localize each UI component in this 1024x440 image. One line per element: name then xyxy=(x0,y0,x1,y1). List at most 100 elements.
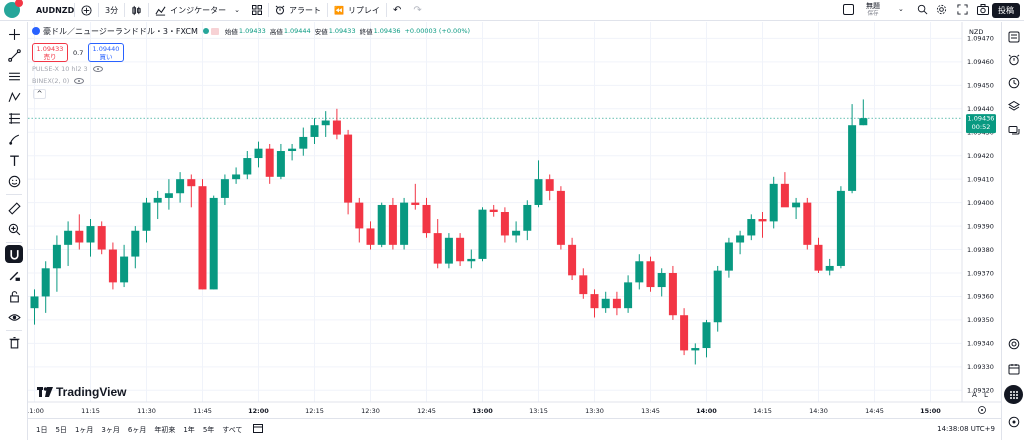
candle xyxy=(590,289,599,318)
range-1d[interactable]: 1日 xyxy=(36,425,48,434)
brush-tool[interactable] xyxy=(5,130,23,148)
interval-button[interactable]: 3分 xyxy=(105,5,119,15)
hide-drawings-tool[interactable] xyxy=(5,308,23,326)
candle-body xyxy=(646,261,655,288)
fullscreen-icon xyxy=(957,4,968,15)
currency-label[interactable]: NZD xyxy=(969,28,984,36)
calendar-icon xyxy=(1008,363,1019,374)
candles-icon xyxy=(132,5,141,15)
toolbar-divider xyxy=(6,194,22,195)
last-price-label: 1.09436 00:52 xyxy=(966,114,996,134)
candle xyxy=(176,172,185,203)
divider xyxy=(385,3,387,17)
candle-body xyxy=(747,219,756,236)
undo-button[interactable]: ↶ xyxy=(387,0,407,21)
price-scale[interactable]: 1.09320 1.09330 1.09340 1.09350 1.09360 1.093… xyxy=(967,35,994,395)
forecast-tool[interactable] xyxy=(5,109,23,127)
candle xyxy=(153,190,162,220)
range-1y[interactable]: 1年 xyxy=(183,425,195,434)
auto-scale-button[interactable]: A xyxy=(972,391,977,399)
range-5y[interactable]: 5年 xyxy=(202,425,215,434)
clock-timezone[interactable]: 14:38:08 UTC+9 xyxy=(937,425,995,433)
snapshot-button[interactable] xyxy=(977,4,989,18)
price-chart[interactable]: 1.09320 1.09330 1.09340 1.09350 1.09360 1.093… xyxy=(28,22,1001,418)
fib-tool[interactable] xyxy=(5,67,23,85)
range-1m[interactable]: 1ヶ月 xyxy=(74,425,94,434)
candle xyxy=(344,129,353,215)
layers-button[interactable] xyxy=(1005,97,1022,114)
collapse-legend-button[interactable]: ^ xyxy=(33,89,46,99)
text-tool[interactable] xyxy=(5,151,23,169)
quick-search-button[interactable] xyxy=(917,4,928,18)
range-all[interactable]: すべて xyxy=(222,425,243,434)
candle-body xyxy=(512,230,521,236)
magnet-tool[interactable] xyxy=(5,245,23,263)
range-5d[interactable]: 5日 xyxy=(55,425,67,434)
help-button[interactable] xyxy=(1005,413,1022,430)
crosshair-tool[interactable] xyxy=(5,25,23,43)
layers-icon xyxy=(1007,100,1020,111)
chart-type-button[interactable] xyxy=(125,0,148,21)
settings-button[interactable] xyxy=(936,4,947,18)
lock-drawings-tool[interactable] xyxy=(5,287,23,305)
user-avatar[interactable]: 1 xyxy=(0,0,27,18)
calendar-button[interactable] xyxy=(1005,360,1022,377)
date-range-button[interactable] xyxy=(252,423,263,436)
candle xyxy=(142,197,151,243)
remove-drawings-tool[interactable] xyxy=(5,333,23,351)
eye-icon[interactable] xyxy=(74,78,85,84)
range-ytd[interactable]: 年初来 xyxy=(154,425,176,434)
log-scale-button[interactable]: L xyxy=(984,391,988,399)
range-6m[interactable]: 6ヶ月 xyxy=(127,425,147,434)
redo-button[interactable]: ↷ xyxy=(407,0,427,21)
candle xyxy=(836,186,845,269)
candle-body xyxy=(321,120,330,126)
publish-button[interactable]: 投稿 xyxy=(992,3,1020,18)
bar-countdown: 00:52 xyxy=(972,123,991,131)
indicator-row-2[interactable]: BINEX(2, 0) xyxy=(32,77,85,85)
trend-line-tool[interactable] xyxy=(5,46,23,64)
price-tick-label: 1.09410 xyxy=(967,175,994,183)
pattern-tool[interactable] xyxy=(5,88,23,106)
symbol-description[interactable]: 豪ドル／ニュージーランドドル・3・FXCM xyxy=(43,26,198,36)
measure-tool[interactable] xyxy=(5,199,23,217)
indicator-1-name: PULSE-X 10 hl2 3 xyxy=(32,65,88,73)
save-menu-chevron-icon[interactable]: ⌄ xyxy=(898,5,904,13)
replay-label: リプレイ xyxy=(347,5,380,15)
buy-button[interactable]: 1.09440 買い xyxy=(88,43,124,62)
redo-icon: ↷ xyxy=(413,4,422,16)
chat-button[interactable] xyxy=(1005,122,1022,139)
candle-body xyxy=(691,348,700,351)
object-tree-button[interactable] xyxy=(1005,74,1022,91)
candle xyxy=(724,237,733,278)
watchlist-button[interactable] xyxy=(1005,28,1022,45)
time-scale[interactable]: 11:00 11:15 11:30 11:45 12:00 12:15 12:30 12:45… xyxy=(28,407,941,415)
time-scale-settings[interactable] xyxy=(978,406,986,414)
layout-toggle-button[interactable] xyxy=(843,4,854,15)
screener-button[interactable] xyxy=(1005,335,1022,352)
candle xyxy=(131,226,140,269)
eye-icon[interactable] xyxy=(92,66,103,72)
sell-button[interactable]: 1.09433 売り xyxy=(32,43,68,62)
symbol-search[interactable]: AUDNZD xyxy=(26,0,74,21)
keep-drawing-tool[interactable] xyxy=(5,266,23,284)
time-tick-label: 11:45 xyxy=(193,407,212,415)
candle xyxy=(758,212,767,238)
time-tick-label: 12:15 xyxy=(305,407,324,415)
emoji-tool[interactable] xyxy=(5,172,23,190)
candle-body xyxy=(299,136,308,149)
range-3m[interactable]: 3ヶ月 xyxy=(101,425,120,434)
indicators-button[interactable]: インジケーター ⌄ xyxy=(149,0,246,21)
apps-button[interactable] xyxy=(1004,385,1023,404)
indicator-row-1[interactable]: PULSE-X 10 hl2 3 xyxy=(32,65,103,73)
save-button[interactable]: 無題 保存 xyxy=(866,2,880,18)
layouts-button[interactable] xyxy=(246,0,268,21)
pencil-lock-icon xyxy=(9,271,20,281)
zoom-tool[interactable] xyxy=(5,220,23,238)
fullscreen-button[interactable] xyxy=(957,4,968,18)
alerts-panel-button[interactable] xyxy=(1005,51,1022,68)
replay-button[interactable]: ⏪ リプレイ xyxy=(328,0,386,21)
alert-button[interactable]: アラート xyxy=(269,0,327,21)
candle-body xyxy=(209,197,218,290)
compare-button[interactable] xyxy=(75,0,98,21)
